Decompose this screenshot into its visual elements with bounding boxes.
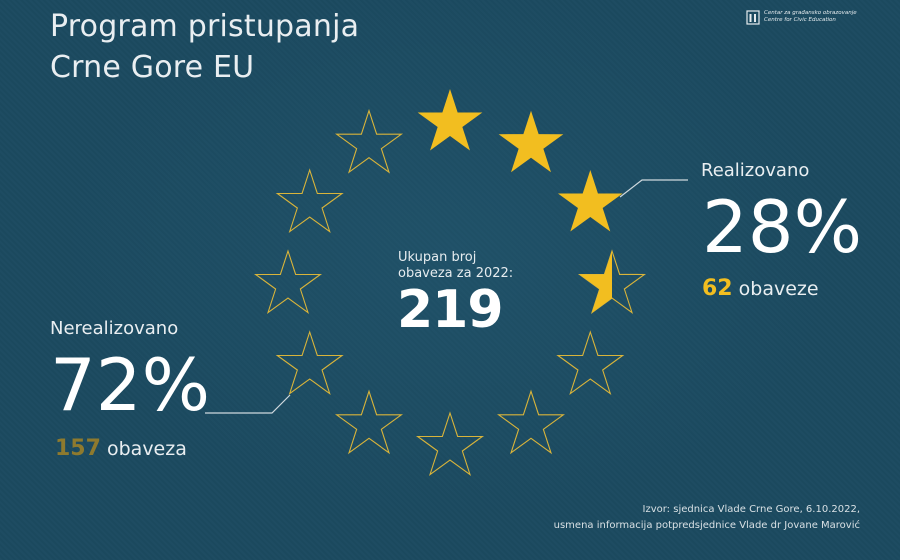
star-7	[415, 411, 485, 476]
logo-text: Centar za građansko obrazovanje Centre f…	[764, 10, 857, 24]
star-8	[334, 389, 404, 455]
unrealized-count-value: 157	[55, 436, 101, 461]
logo: Centar za građansko obrazovanje Centre f…	[746, 5, 866, 29]
star-10	[253, 249, 323, 314]
star-12	[334, 108, 404, 174]
realized-count-value: 62	[702, 276, 733, 301]
logo-building-icon	[746, 10, 760, 25]
total-value: 219	[397, 280, 504, 340]
realized-count: 62 obaveze	[702, 276, 819, 301]
total-label-line-1: Ukupan broj	[398, 250, 477, 265]
unrealized-count-suffix: obaveza	[106, 438, 187, 460]
source-note: Izvor: sjednica Vlade Crne Gore, 6.10.20…	[554, 502, 860, 534]
star-3	[557, 170, 623, 232]
star-1	[417, 89, 483, 151]
star-2	[498, 110, 564, 173]
star-6	[496, 389, 566, 455]
unrealized-percent: 72%	[50, 343, 211, 427]
unrealized-label: Nerealizovano	[50, 318, 179, 339]
star-11	[275, 168, 344, 233]
title-line-2: Crne Gore EU	[50, 50, 255, 85]
star-9	[275, 330, 344, 395]
realized-leader-line	[619, 179, 688, 198]
total-label: Ukupan broj obaveza za 2022:	[398, 250, 513, 282]
realized-label: Realizovano	[701, 160, 810, 181]
logo-line-1: Centar za građansko obrazovanje	[764, 10, 857, 16]
source-line-2: usmena informacija potpredsjednice Vlade…	[553, 520, 860, 531]
star-5	[556, 330, 625, 395]
total-label-line-2: obaveza za 2022:	[398, 266, 514, 281]
logo-line-2: Centre for Civic Education	[764, 17, 836, 23]
realized-percent: 28%	[702, 185, 863, 269]
source-line-1: Izvor: sjednica Vlade Crne Gore, 6.10.20…	[642, 504, 860, 515]
unrealized-count: 157 obaveza	[55, 436, 187, 461]
realized-count-suffix: obaveze	[738, 278, 819, 300]
title-line-1: Program pristupanja	[50, 9, 360, 44]
star-4	[577, 249, 647, 314]
unrealized-leader-line	[205, 394, 291, 414]
page-title: Program pristupanja Crne Gore EU	[50, 6, 359, 88]
